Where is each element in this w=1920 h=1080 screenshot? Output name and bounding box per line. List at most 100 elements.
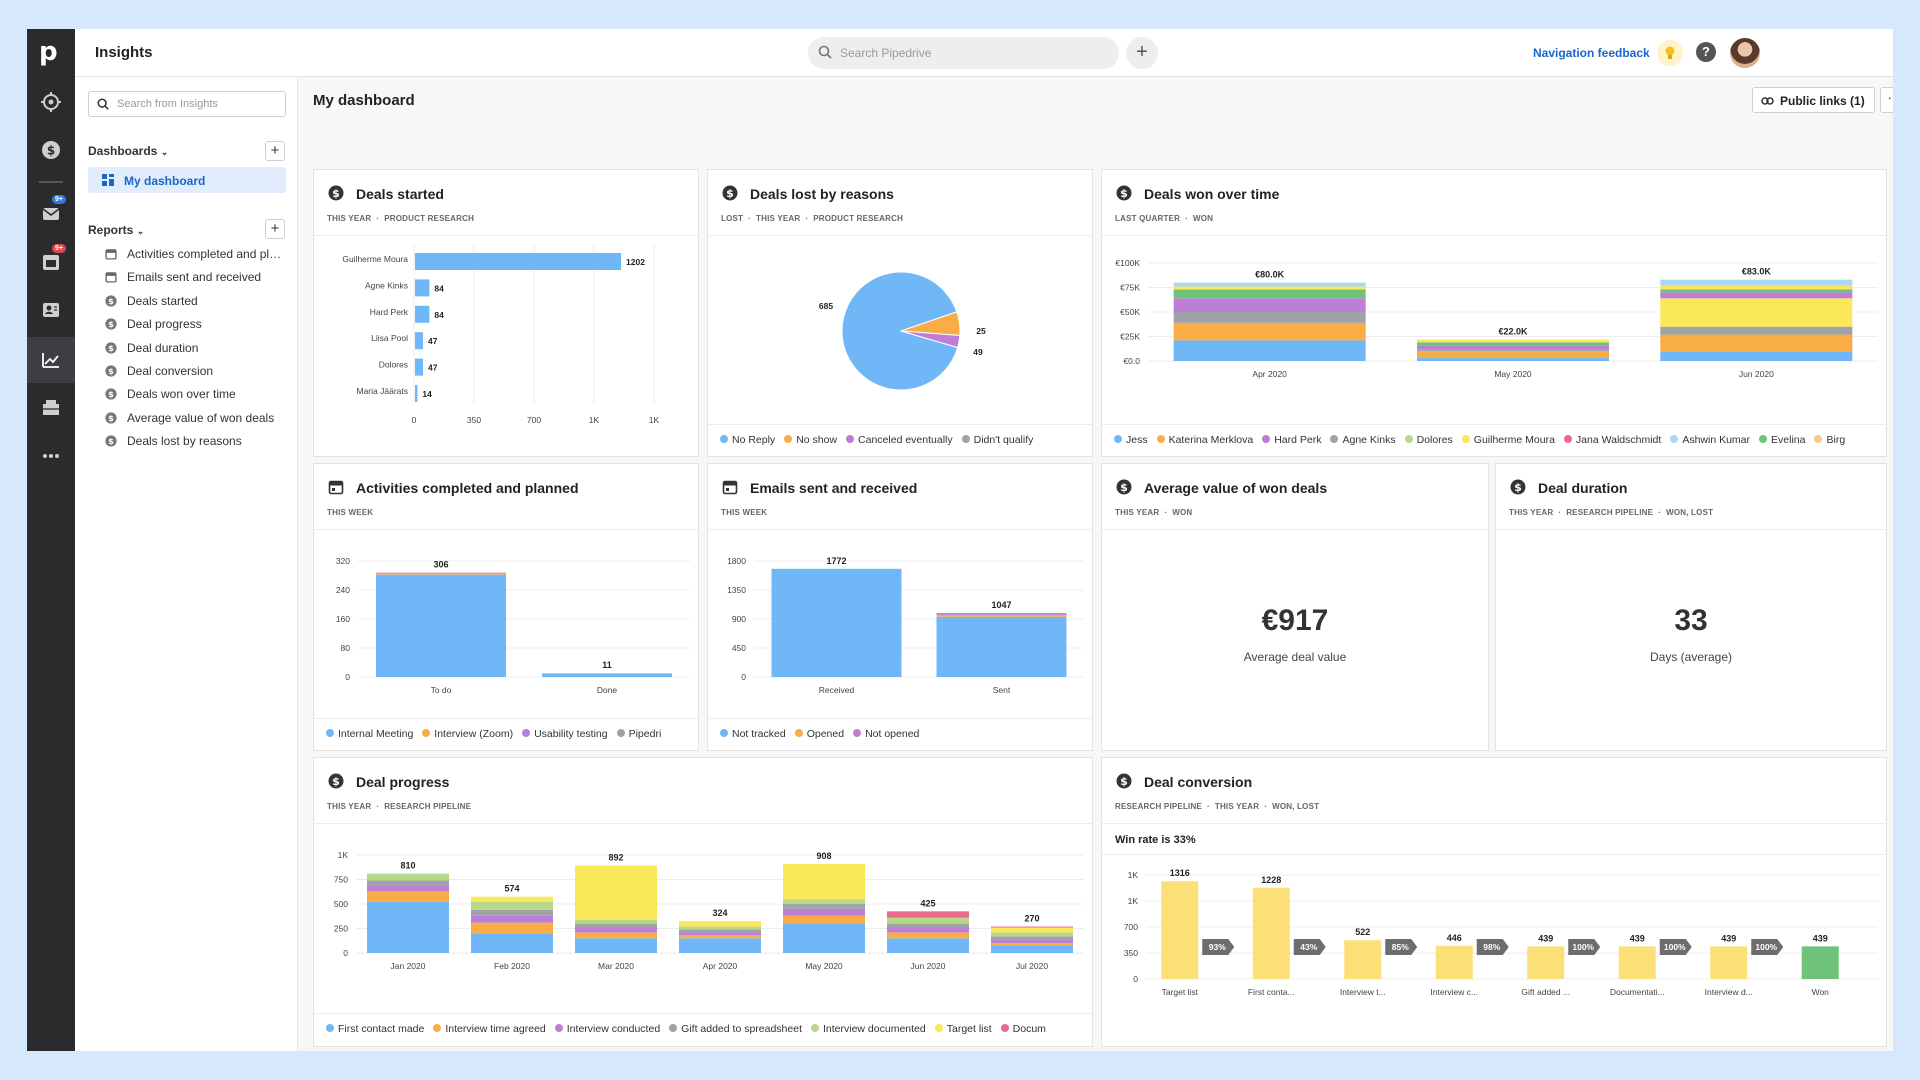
sidebar-report-item[interactable]: $ Deals won over time	[105, 387, 285, 407]
legend-item[interactable]: Target list	[934, 1023, 992, 1035]
bar-segment[interactable]	[679, 932, 761, 936]
bar-segment[interactable]	[936, 614, 1067, 617]
bar[interactable]	[415, 279, 430, 297]
bar-segment[interactable]	[1173, 289, 1366, 299]
public-links-button[interactable]: Public links (1)	[1752, 87, 1875, 113]
funnel-bar[interactable]	[1527, 946, 1565, 979]
pie-slice[interactable]	[841, 271, 959, 391]
bar-segment[interactable]	[783, 915, 865, 924]
legend-item[interactable]: Interview time agreed	[433, 1023, 546, 1035]
target-icon[interactable]	[38, 89, 64, 115]
bar[interactable]	[415, 305, 430, 323]
bar-segment[interactable]	[679, 935, 761, 939]
bar-segment[interactable]	[887, 938, 969, 953]
bar-segment[interactable]	[1417, 358, 1609, 361]
legend-item[interactable]: No show	[784, 434, 837, 446]
bar-segment[interactable]	[1660, 285, 1853, 290]
contacts-icon[interactable]	[38, 297, 64, 323]
deals-dollar-icon[interactable]: $	[38, 137, 64, 163]
sidebar-report-item[interactable]: $ Deal progress	[105, 317, 285, 337]
legend-item[interactable]: Evelina	[1759, 434, 1805, 446]
sidebar-report-item[interactable]: $ Average value of won deals	[105, 411, 285, 431]
bar-segment[interactable]	[1660, 292, 1853, 299]
sidebar-report-item[interactable]: $ Deals started	[105, 294, 285, 314]
bar-segment[interactable]	[783, 864, 865, 900]
help-icon[interactable]: ?	[1696, 42, 1716, 62]
legend-item[interactable]: Dolores	[1404, 434, 1453, 446]
bar-segment[interactable]	[471, 896, 553, 902]
navigation-feedback-link[interactable]: Navigation feedback	[1533, 46, 1650, 60]
bar-segment[interactable]	[991, 932, 1073, 937]
sidebar-report-item[interactable]: Emails sent and received	[105, 270, 285, 290]
legend-item[interactable]: Pipedri	[616, 728, 661, 740]
bar-segment[interactable]	[887, 932, 969, 939]
bar-segment[interactable]	[936, 613, 1067, 615]
sidebar-report-item[interactable]: $ Deal duration	[105, 341, 285, 361]
funnel-bar[interactable]	[1618, 946, 1656, 979]
dashboards-section-toggle[interactable]: Dashboards ⌄	[88, 144, 168, 158]
deal-conversion-card[interactable]: $ Deal conversion RESEARCH PIPELINETHIS YE…	[1101, 757, 1887, 1047]
bar-segment[interactable]	[575, 938, 657, 953]
legend-item[interactable]: Interview conducted	[554, 1023, 660, 1035]
sidebar-report-item[interactable]: $ Deal conversion	[105, 364, 285, 384]
bar-segment[interactable]	[783, 904, 865, 909]
more-dots-icon[interactable]	[38, 443, 64, 469]
calendar-icon[interactable]	[38, 249, 64, 275]
legend-item[interactable]: Docum	[1000, 1023, 1046, 1035]
bar-segment[interactable]	[1660, 279, 1853, 286]
global-search-input[interactable]: Search Pipedrive	[808, 37, 1119, 69]
legend-item[interactable]: Usability testing	[522, 728, 608, 740]
pipedrive-logo[interactable]: p	[39, 37, 58, 67]
bar-segment[interactable]	[679, 926, 761, 930]
legend-item[interactable]: Canceled eventually	[846, 434, 953, 446]
pie-slice[interactable]	[900, 330, 961, 349]
products-box-icon[interactable]	[38, 395, 64, 421]
legend-item[interactable]: Ashwin Kumar	[1670, 434, 1750, 446]
bar-segment[interactable]	[679, 921, 761, 927]
bar-segment[interactable]	[367, 891, 449, 903]
legend-item[interactable]: Agne Kinks	[1330, 434, 1396, 446]
bar-segment[interactable]	[1417, 345, 1609, 350]
legend-item[interactable]: Internal Meeting	[326, 728, 413, 740]
bar-segment[interactable]	[991, 945, 1073, 953]
legend-item[interactable]: First contact made	[326, 1023, 424, 1035]
bar-segment[interactable]	[1173, 282, 1366, 287]
bar-segment[interactable]	[1417, 339, 1609, 343]
bar-segment[interactable]	[471, 901, 553, 910]
legend-item[interactable]: Hard Perk	[1262, 434, 1321, 446]
bar-segment[interactable]	[1417, 351, 1609, 359]
bar-segment[interactable]	[991, 936, 1073, 940]
bar-segment[interactable]	[936, 616, 1067, 677]
bar-segment[interactable]	[1173, 298, 1366, 312]
legend-item[interactable]: Opened	[794, 728, 844, 740]
bar-segment[interactable]	[1173, 312, 1366, 323]
legend-item[interactable]: Guilherme Moura	[1461, 434, 1555, 446]
bar-segment[interactable]	[991, 939, 1073, 944]
bar-segment[interactable]	[575, 865, 657, 920]
bar-segment[interactable]	[887, 911, 969, 918]
bar-segment[interactable]	[367, 880, 449, 886]
legend-item[interactable]: No Reply	[720, 434, 775, 446]
bar-segment[interactable]	[1660, 298, 1853, 327]
bar-segment[interactable]	[471, 915, 553, 923]
deals-started-card[interactable]: $ Deals started THIS YEARPRODUCT RESEARCH 0…	[313, 169, 699, 457]
legend-item[interactable]: Interview documented	[811, 1023, 926, 1035]
bar-segment[interactable]	[887, 923, 969, 928]
legend-item[interactable]: Gift added to spreadsheet	[669, 1023, 802, 1035]
user-avatar[interactable]	[1730, 38, 1760, 68]
bar-segment[interactable]	[471, 933, 553, 953]
deals-lost-card[interactable]: $ Deals lost by reasons LOSTTHIS YEARPRODU…	[707, 169, 1093, 457]
bar-segment[interactable]	[542, 673, 672, 677]
bar-segment[interactable]	[376, 573, 506, 575]
bar-segment[interactable]	[471, 909, 553, 916]
funnel-bar[interactable]	[1710, 946, 1748, 979]
insights-search-input[interactable]: Search from Insights	[88, 91, 286, 117]
legend-item[interactable]: Not opened	[853, 728, 919, 740]
funnel-bar[interactable]	[1801, 946, 1839, 979]
mail-icon[interactable]	[38, 201, 64, 227]
add-dashboard-button[interactable]: +	[265, 141, 285, 161]
deal-duration-card[interactable]: $ Deal duration THIS YEARRESEARCH PIPELINE…	[1495, 463, 1887, 751]
bar-segment[interactable]	[1417, 342, 1609, 346]
bar-segment[interactable]	[1660, 351, 1853, 361]
bar-segment[interactable]	[1173, 340, 1366, 361]
